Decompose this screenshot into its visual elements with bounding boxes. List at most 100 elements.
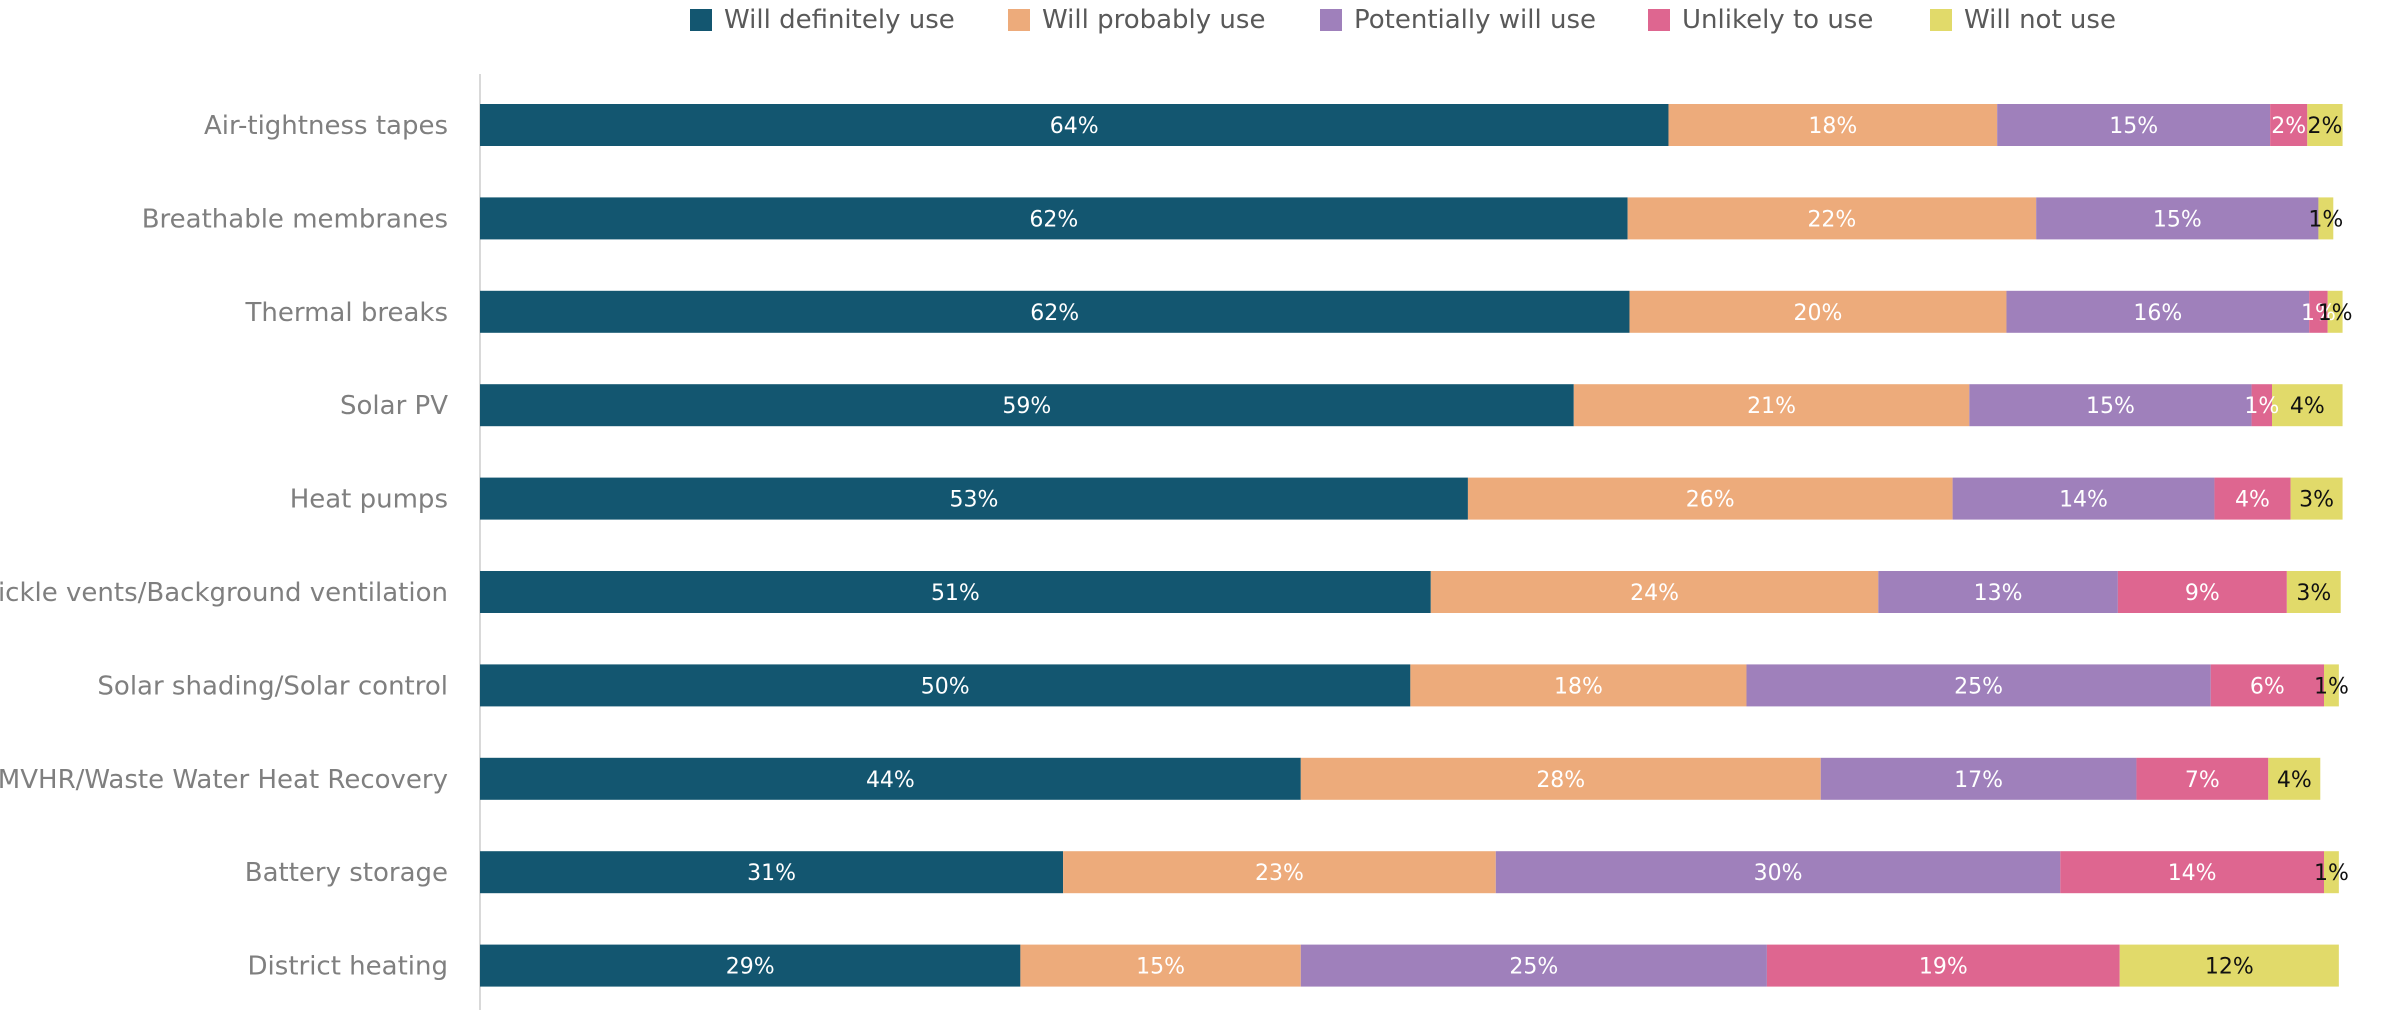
- category-label-9: Battery storage: [245, 858, 448, 888]
- category-label-6: Trickle vents/Background ventilation: [0, 578, 448, 608]
- bar-segment: [1969, 384, 2252, 427]
- legend-swatch-5: [1930, 9, 1952, 31]
- legend-label-3: Potentially will use: [1354, 5, 1596, 35]
- bar-segment: [1300, 944, 1767, 987]
- bar-segment: [480, 757, 1301, 800]
- data-label: 15%: [2109, 114, 2158, 139]
- data-label: 1%: [2314, 674, 2349, 699]
- data-label: 6%: [2250, 674, 2285, 699]
- data-label: 18%: [1808, 114, 1857, 139]
- bar-segment: [2251, 384, 2273, 427]
- category-labels: Air-tightness tapes Breathable membranes T…: [0, 111, 448, 982]
- bar-segment: [480, 944, 1021, 987]
- bar-segment: [1467, 477, 1953, 520]
- bar-segment: [2270, 104, 2308, 146]
- bar-segment: [1410, 664, 1747, 707]
- data-label: 13%: [1974, 581, 2023, 606]
- bar-segment: [2268, 757, 2321, 800]
- bar-segment: [1300, 757, 1821, 800]
- data-label: 3%: [2296, 581, 2331, 606]
- legend-label-1: Will definitely use: [724, 5, 955, 35]
- bar-segment: [2210, 664, 2325, 707]
- data-label: 62%: [1030, 301, 1079, 326]
- data-label: 4%: [2277, 768, 2312, 793]
- data-label: 2%: [2307, 114, 2342, 139]
- data-label: 1%: [2301, 301, 2336, 326]
- data-label: 14%: [2059, 488, 2108, 513]
- bar-segment: [2290, 477, 2343, 520]
- data-label: 30%: [1754, 861, 1803, 886]
- bar-segment: [1766, 944, 2120, 987]
- bar-segment: [2324, 851, 2339, 894]
- data-label: 4%: [2290, 394, 2325, 419]
- bar-segment: [1063, 851, 1496, 894]
- bar-segment: [480, 477, 1468, 520]
- data-label: 1%: [2308, 207, 2343, 232]
- value-labels: 64% 18% 15% 2% 2%62% 22% 15% 1%62% 20% 16% 1%1%59%…: [726, 114, 2353, 980]
- category-label-1: Air-tightness tapes: [204, 111, 448, 141]
- bar-segment: [1820, 757, 2137, 800]
- bar-segment: [2006, 290, 2310, 333]
- data-label: 44%: [866, 768, 915, 793]
- data-label: 3%: [2299, 488, 2334, 513]
- bar-segment: [2214, 477, 2291, 520]
- bar-segment: [1627, 197, 2037, 240]
- data-label: 1%: [2318, 301, 2353, 326]
- bar-segment: [1020, 944, 1301, 987]
- data-label: 12%: [2205, 955, 2254, 980]
- data-label: 51%: [931, 581, 980, 606]
- bar-segment: [2307, 104, 2343, 146]
- bar-segment: [1997, 104, 2271, 146]
- bar-segment: [2119, 944, 2339, 987]
- data-label: 15%: [2153, 207, 2202, 232]
- data-label: 9%: [2185, 581, 2220, 606]
- bar-segment: [2117, 571, 2287, 613]
- data-label: 4%: [2235, 488, 2270, 513]
- bar-segment: [480, 384, 1574, 427]
- legend: Will definitely use Will probably use Pote…: [690, 5, 2116, 35]
- bar-segment: [2272, 384, 2343, 427]
- legend-swatch-1: [690, 9, 712, 31]
- bar-segment: [480, 104, 1669, 146]
- legend-swatch-3: [1320, 9, 1342, 31]
- bar-segment: [480, 664, 1411, 707]
- category-label-10: District heating: [248, 952, 448, 982]
- bar-segment: [480, 571, 1431, 613]
- data-label: 23%: [1255, 861, 1304, 886]
- bar-segment: [2060, 851, 2325, 894]
- category-label-4: Solar PV: [340, 391, 448, 421]
- legend-swatch-4: [1648, 9, 1670, 31]
- data-label: 17%: [1954, 768, 2003, 793]
- data-label: 50%: [921, 674, 970, 699]
- bar-segment: [1878, 571, 2118, 613]
- data-label: 19%: [1919, 955, 1968, 980]
- legend-label-2: Will probably use: [1042, 5, 1265, 35]
- bar-segment: [1495, 851, 2061, 894]
- bar-segment: [2136, 757, 2269, 800]
- data-label: 25%: [1954, 674, 2003, 699]
- category-label-2: Breathable membranes: [142, 204, 448, 234]
- data-label: 31%: [747, 861, 796, 886]
- data-label: 22%: [1807, 207, 1856, 232]
- bar-segment: [1746, 664, 2211, 707]
- bars: [480, 104, 2343, 987]
- legend-label-5: Will not use: [1964, 5, 2116, 35]
- bar-segment: [1430, 571, 1879, 613]
- data-label: 28%: [1536, 768, 1585, 793]
- legend-swatch-2: [1008, 9, 1030, 31]
- bar-segment: [480, 851, 1064, 894]
- category-label-8: MVHR/Waste Water Heat Recovery: [0, 765, 448, 795]
- data-label: 16%: [2133, 301, 2182, 326]
- data-label: 15%: [1136, 955, 1185, 980]
- bar-segment: [480, 290, 1630, 333]
- data-label: 59%: [1002, 394, 1051, 419]
- bar-segment: [2327, 290, 2343, 333]
- bar-segment: [2324, 664, 2339, 707]
- bar-segment: [2036, 197, 2319, 240]
- bar-segment: [1668, 104, 1998, 146]
- bar-segment: [2318, 197, 2334, 240]
- bar-segment: [2309, 290, 2328, 333]
- data-label: 14%: [2168, 861, 2217, 886]
- data-label: 24%: [1630, 581, 1679, 606]
- bar-segment: [2286, 571, 2341, 613]
